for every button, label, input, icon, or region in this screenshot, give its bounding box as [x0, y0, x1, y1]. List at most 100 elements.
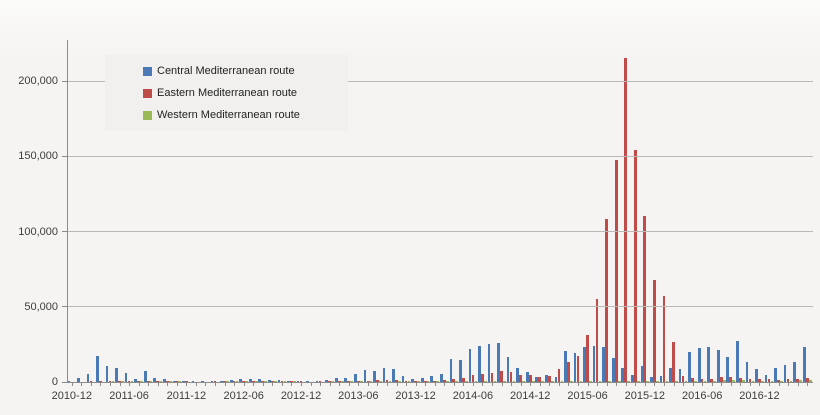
y-tick-label-50000: 50,000	[24, 300, 58, 313]
bar-western-2014-06	[474, 381, 478, 382]
x-axis-tick	[530, 383, 532, 386]
x-axis-tick	[463, 383, 465, 386]
bar-central-2011-12	[182, 380, 185, 382]
bar-eastern-2016-10	[739, 377, 742, 382]
bar-eastern-2015-09	[614, 160, 618, 382]
bar-central-2015-09	[611, 357, 615, 382]
bar-central-2014-05	[459, 360, 462, 382]
bar-central-2016-09	[726, 357, 730, 382]
bar-eastern-2015-06	[586, 334, 589, 382]
bar-western-2011-05	[121, 381, 124, 382]
bar-western-2017-02	[780, 380, 783, 382]
bar-central-2013-12	[411, 379, 414, 382]
bar-eastern-2015-04	[567, 361, 570, 382]
bar-eastern-2011-08	[146, 381, 150, 382]
bar-eastern-2012-08	[261, 380, 265, 382]
x-axis-tick	[234, 383, 236, 386]
bar-central-2013-01	[306, 380, 309, 382]
bar-western-2014-12	[531, 381, 535, 382]
bar-group-2013-06	[353, 40, 364, 382]
x-axis-tick	[444, 383, 446, 386]
bar-eastern-2011-07	[137, 381, 140, 382]
bar-group-2016-07	[707, 40, 717, 382]
bar-eastern-2017-01	[767, 379, 771, 382]
bar-eastern-2017-02	[777, 379, 780, 382]
x-tick-label-2013-06: 2013-06	[338, 390, 379, 402]
bar-central-2012-06	[239, 379, 243, 382]
bar-eastern-2014-06	[471, 375, 475, 382]
bar-central-2013-07	[363, 369, 367, 382]
bar-central-2017-05	[802, 347, 806, 382]
bar-eastern-2016-06	[700, 379, 704, 382]
x-axis-tick	[358, 383, 360, 386]
bar-group-2012-12	[296, 40, 306, 382]
bar-group-2016-01	[650, 40, 660, 382]
gridline-200000	[68, 80, 813, 82]
x-axis-tick	[329, 383, 331, 386]
bar-central-2017-01	[764, 375, 768, 382]
bar-eastern-2012-10	[280, 380, 284, 382]
y-tick-label-200000: 200,000	[18, 75, 58, 87]
bar-western-2016-04	[684, 380, 688, 382]
bar-central-2011-02	[86, 374, 90, 382]
bar-group-2016-12	[755, 40, 765, 382]
x-axis-tick	[148, 383, 150, 386]
bar-eastern-2015-01	[538, 377, 542, 382]
bar-group-2013-10	[392, 40, 402, 382]
gridline-100000	[68, 231, 813, 232]
bar-central-2015-06	[583, 347, 586, 382]
x-axis-tick	[482, 383, 484, 386]
x-axis-tick	[683, 383, 685, 386]
bar-eastern-2013-03	[328, 381, 331, 382]
x-axis-tick	[243, 383, 245, 386]
bar-western-2016-05	[694, 380, 697, 382]
plot-area	[67, 40, 813, 382]
x-axis-tick	[195, 383, 197, 386]
bar-group-2013-09	[382, 40, 392, 382]
bar-central-2016-08	[716, 350, 720, 382]
bar-central-2017-04	[793, 361, 797, 382]
x-axis-tick	[730, 383, 732, 386]
x-axis-tick	[396, 383, 398, 386]
bar-group-2016-09	[726, 40, 736, 382]
bar-group-2013-07	[363, 40, 373, 382]
bar-group-2012-02	[201, 40, 211, 382]
bar-group-2015-04	[564, 40, 574, 382]
bar-group-2014-08	[487, 40, 497, 382]
bar-central-2011-04	[105, 366, 109, 382]
legend-swatch-western-icon	[143, 110, 152, 120]
x-axis-tick	[262, 383, 264, 386]
bar-eastern-2016-05	[691, 378, 694, 382]
bar-central-2016-01	[650, 376, 653, 382]
bar-central-2011-03	[96, 355, 99, 382]
bar-western-2011-09	[159, 381, 163, 382]
bar-eastern-2015-08	[605, 219, 608, 382]
x-axis-tick	[386, 383, 388, 386]
bar-western-2013-09	[388, 381, 392, 382]
bar-group-2011-03	[96, 40, 106, 382]
bar-central-2012-09	[268, 379, 271, 382]
bar-eastern-2013-09	[385, 380, 389, 382]
bar-group-2011-08	[143, 40, 153, 382]
bar-eastern-2013-04	[337, 381, 341, 382]
bar-central-2016-06	[697, 348, 701, 382]
bar-central-2012-02	[201, 380, 204, 382]
x-tick-label-2015-12: 2015-12	[624, 390, 666, 402]
bar-central-2013-05	[344, 377, 348, 382]
x-axis-tick	[549, 383, 551, 386]
bar-group-2014-12	[525, 40, 535, 382]
bar-central-2015-03	[554, 377, 558, 382]
bar-eastern-2016-01	[653, 280, 656, 382]
x-axis-tick	[138, 383, 140, 386]
bar-eastern-2016-07	[710, 378, 714, 382]
legend-item-eastern: Eastern Mediterranean route	[105, 82, 348, 104]
bar-eastern-2016-02	[662, 296, 666, 382]
y-axis-tick	[62, 306, 67, 308]
bar-western-2011-08	[149, 381, 153, 382]
bar-central-2015-01	[535, 377, 539, 382]
x-axis-tick	[587, 383, 589, 386]
bar-western-2014-01	[426, 381, 430, 382]
bar-central-2013-09	[382, 367, 386, 382]
bar-western-2016-10	[741, 380, 745, 382]
x-tick-label-2014-12: 2014-12	[510, 390, 551, 402]
